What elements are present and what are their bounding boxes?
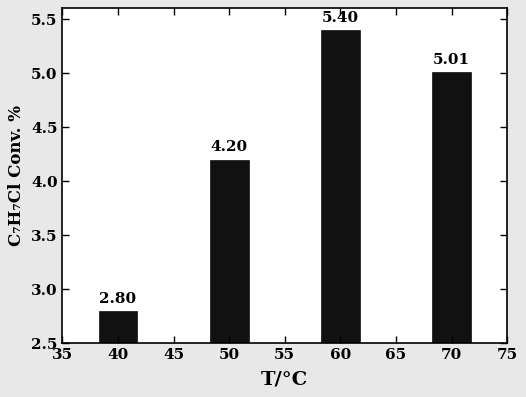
Y-axis label: C₇H₇Cl Conv. %: C₇H₇Cl Conv. %: [8, 105, 25, 247]
X-axis label: T/°C: T/°C: [261, 371, 308, 389]
Text: 2.80: 2.80: [99, 292, 137, 306]
Bar: [432, 72, 471, 397]
Text: 5.01: 5.01: [433, 53, 470, 67]
Text: 4.20: 4.20: [210, 140, 248, 154]
Bar: [210, 160, 249, 397]
Bar: [98, 311, 137, 397]
Bar: [321, 30, 360, 397]
Text: 5.40: 5.40: [322, 11, 359, 25]
